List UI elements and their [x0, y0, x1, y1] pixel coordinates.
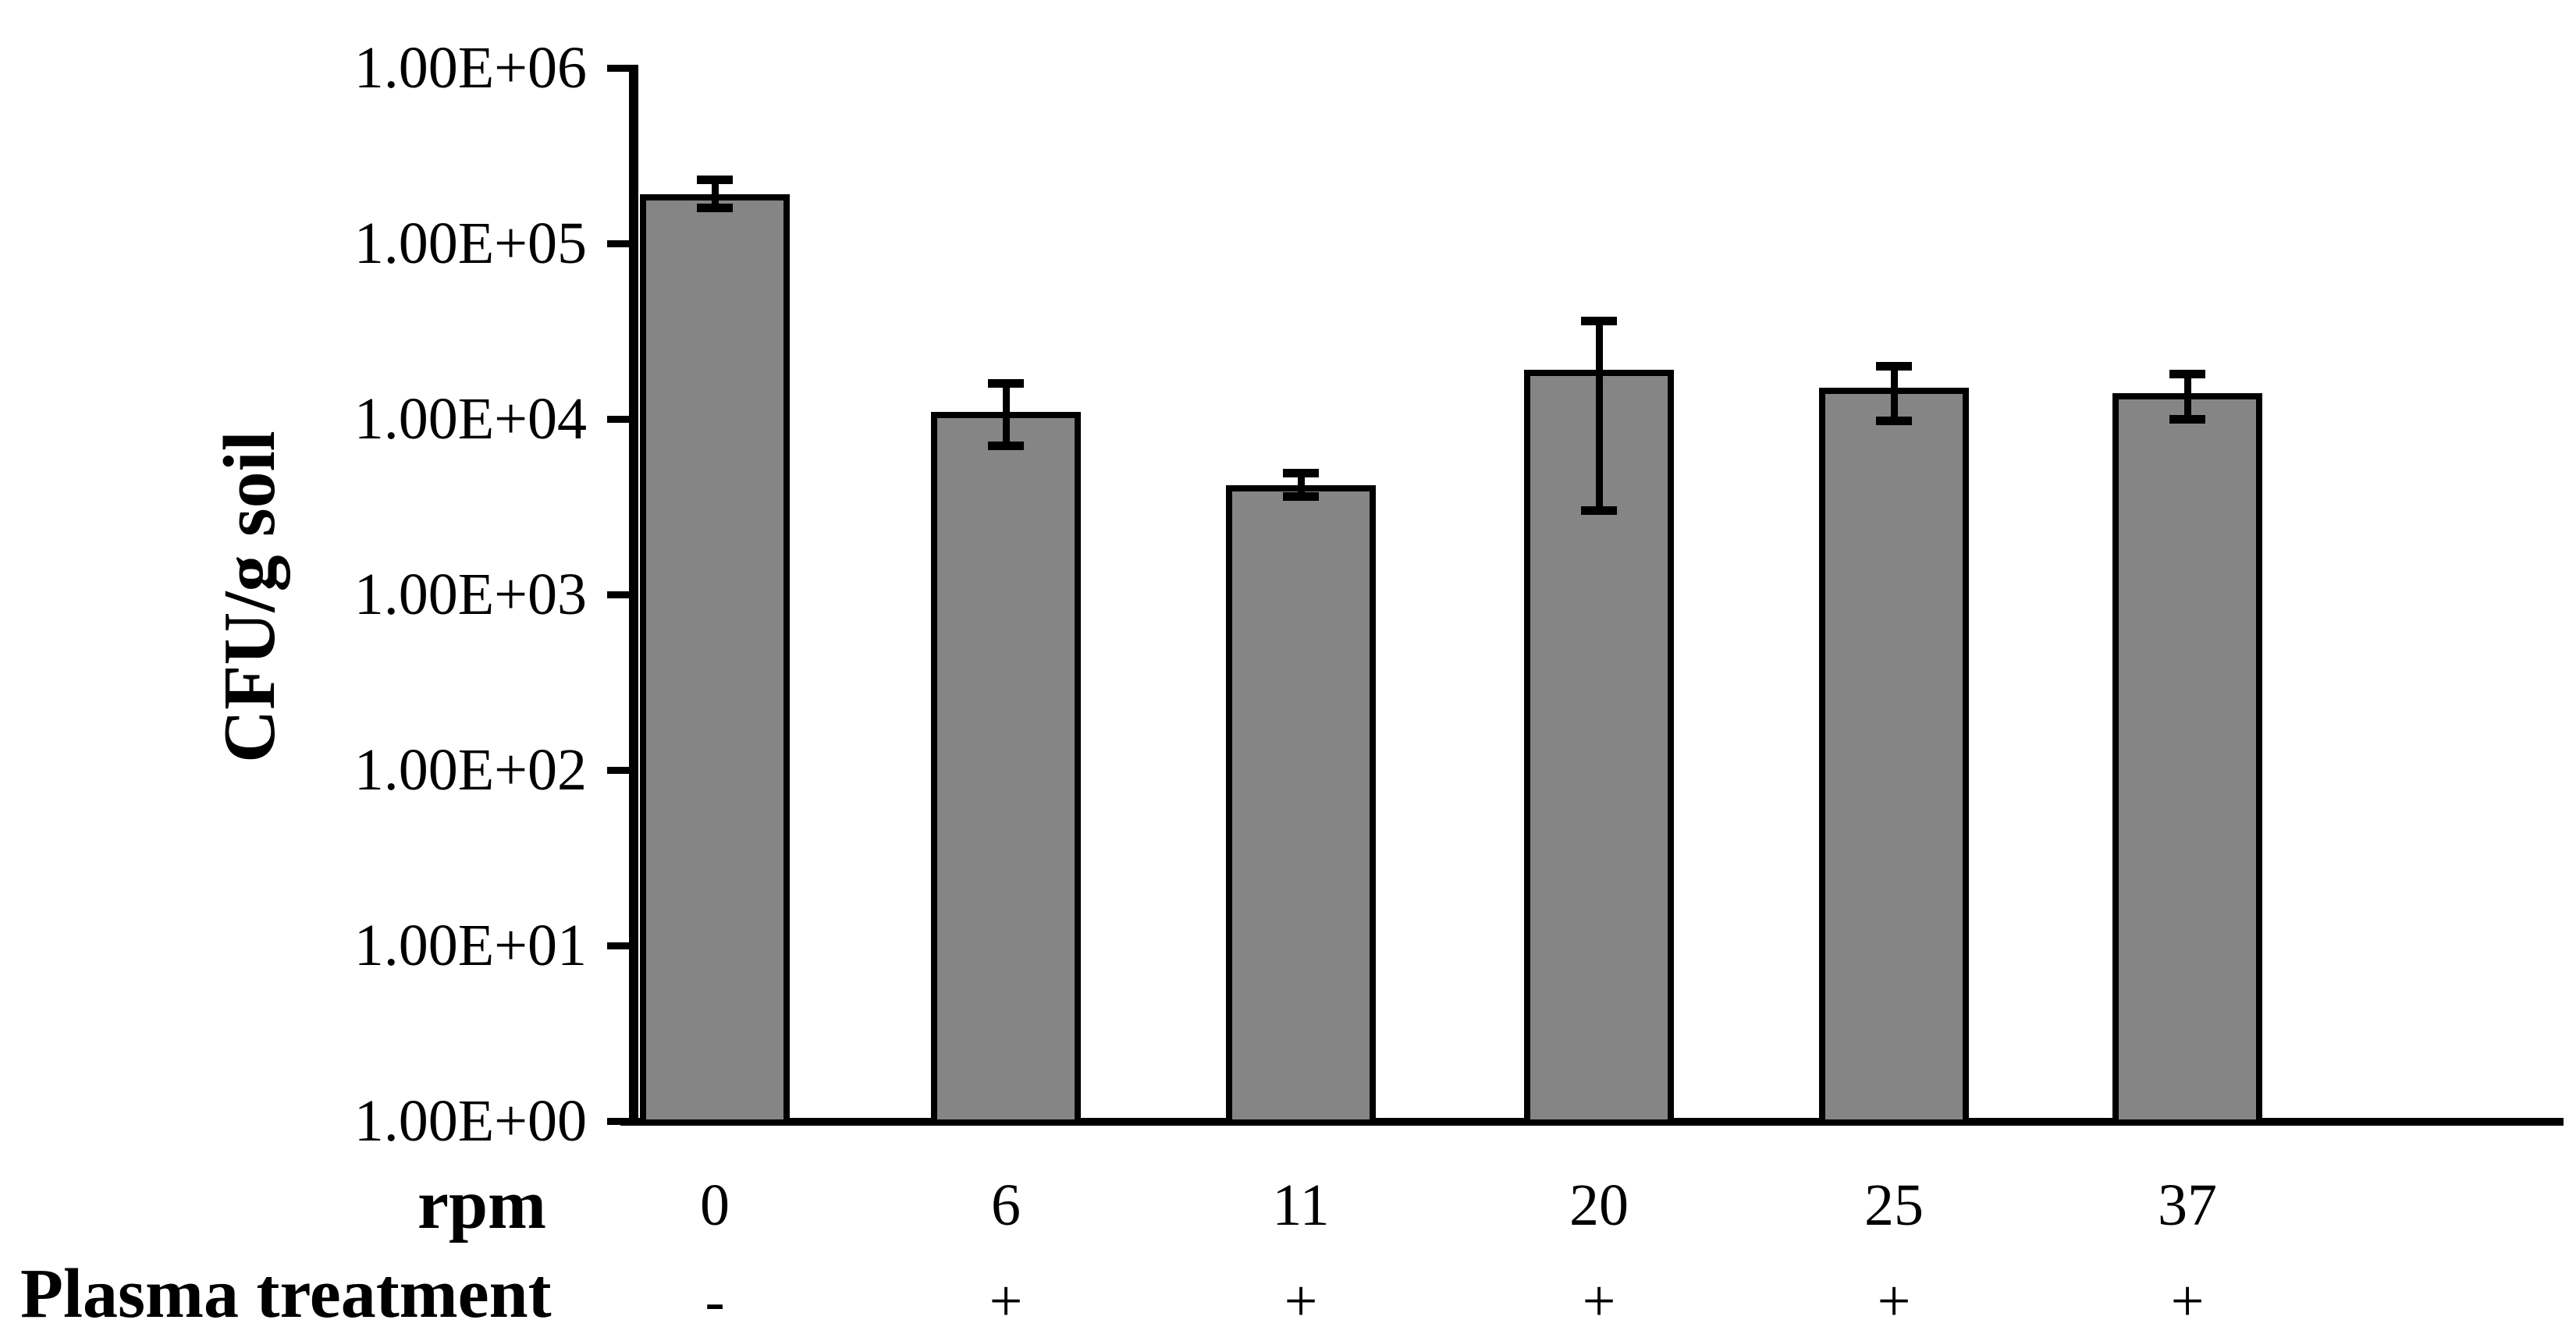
error-bar: [1595, 321, 1603, 511]
plasma-sign: +: [1877, 1268, 1911, 1334]
x-category-label: 37: [2158, 1172, 2217, 1238]
y-tick-label: 1.00E+02: [354, 737, 587, 803]
error-bar-cap-top: [2169, 370, 2205, 379]
y-tick-mark: [607, 239, 631, 247]
plasma-sign: +: [2170, 1268, 2205, 1334]
y-tick-mark: [607, 64, 631, 72]
error-bar: [1890, 366, 1898, 421]
error-bar-cap-bottom: [988, 442, 1024, 451]
plasma-sign: +: [1284, 1268, 1318, 1334]
error-bar-cap-bottom: [697, 203, 733, 212]
y-tick-label: 1.00E+04: [354, 386, 587, 452]
error-bar-cap-bottom: [1283, 492, 1319, 502]
rpm-row-label: rpm: [417, 1166, 546, 1243]
y-tick-label: 1.00E+00: [354, 1088, 587, 1154]
error-bar: [1002, 383, 1010, 446]
bar: [931, 411, 1081, 1126]
plasma-sign: +: [989, 1268, 1023, 1334]
y-axis-line: [629, 65, 638, 1126]
y-tick-mark: [607, 942, 631, 949]
y-tick-mark: [607, 766, 631, 774]
y-tick-label: 1.00E+03: [354, 562, 587, 627]
y-tick-label: 1.00E+05: [354, 211, 587, 276]
bar: [640, 194, 790, 1126]
plasma-sign: +: [1582, 1268, 1616, 1334]
y-tick-mark: [607, 415, 631, 423]
x-category-label: 25: [1864, 1172, 1924, 1238]
x-category-label: 20: [1569, 1172, 1629, 1238]
plasma-sign: -: [705, 1268, 725, 1334]
error-bar-cap-bottom: [2169, 415, 2205, 424]
error-bar-cap-bottom: [1581, 506, 1617, 516]
error-bar-cap-top: [1283, 469, 1319, 478]
error-bar-cap-top: [1581, 317, 1617, 326]
error-bar-cap-top: [988, 378, 1024, 388]
error-bar-cap-top: [1876, 361, 1912, 371]
bar: [1226, 484, 1376, 1126]
y-tick-mark: [607, 1117, 631, 1125]
error-bar-cap-bottom: [1876, 417, 1912, 426]
y-tick-label: 1.00E+01: [354, 913, 587, 978]
error-bar-cap-top: [697, 176, 733, 185]
x-category-label: 0: [700, 1172, 730, 1238]
error-bar: [1297, 473, 1305, 497]
y-tick-mark: [607, 591, 631, 598]
x-category-label: 11: [1272, 1172, 1330, 1238]
error-bar: [2183, 374, 2191, 420]
bar: [2112, 393, 2262, 1126]
error-bar: [711, 179, 719, 208]
bar: [1819, 388, 1969, 1126]
x-category-label: 6: [991, 1172, 1021, 1238]
plasma-row-label: Plasma treatment: [20, 1255, 552, 1332]
y-tick-label: 1.00E+06: [354, 35, 587, 101]
